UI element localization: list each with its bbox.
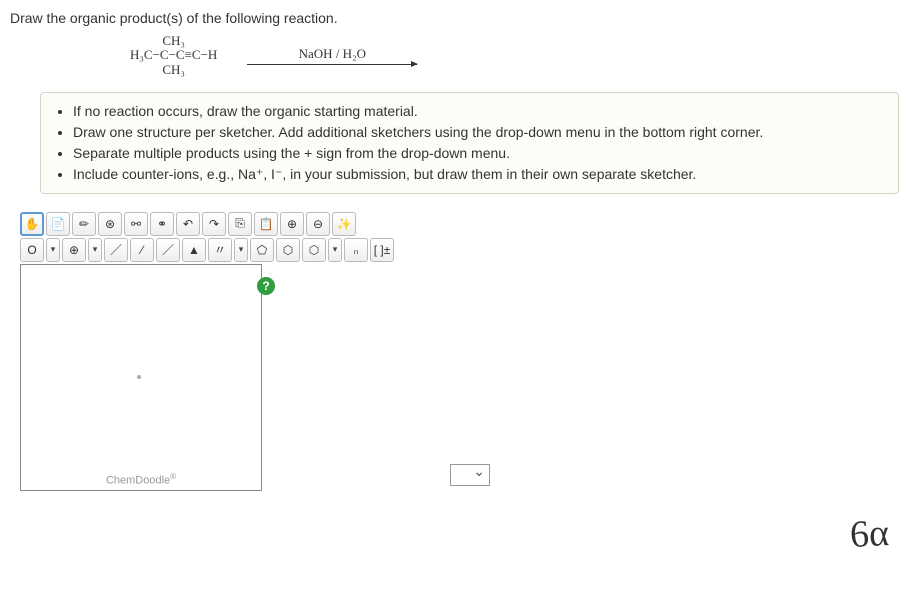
reaction-arrow: NaOH / H₂O — [247, 46, 417, 65]
element-dropdown[interactable] — [46, 238, 60, 262]
chain2-button[interactable]: ⚭ — [150, 212, 174, 236]
help-icon[interactable]: ? — [257, 277, 275, 295]
reactant-structure: CH₃ H₃C−C−C≡C−H CH₃ — [130, 34, 217, 77]
redo-button[interactable]: ↷ — [202, 212, 226, 236]
bracket-charge-button[interactable]: [ ]± — [370, 238, 394, 262]
hash-bond-button[interactable]: ▲ — [182, 238, 206, 262]
reaction-scheme: CH₃ H₃C−C−C≡C−H CH₃ NaOH / H₂O — [130, 34, 909, 77]
reactant-top: CH₃ — [130, 34, 217, 48]
cleanup-button[interactable]: ✨ — [332, 212, 356, 236]
bond-dropdown[interactable] — [234, 238, 248, 262]
ring6-button[interactable]: ⬡ — [276, 238, 300, 262]
hand-tool-button[interactable]: ✋ — [20, 212, 44, 236]
erase-tool-button[interactable]: ✏ — [72, 212, 96, 236]
ring-sat-button[interactable]: ⬡ — [302, 238, 326, 262]
charge-dropdown[interactable] — [88, 238, 102, 262]
instruction-item: Draw one structure per sketcher. Add add… — [73, 122, 884, 143]
paste-button[interactable]: 📋 — [254, 212, 278, 236]
lasso-tool-button[interactable]: 📄 — [46, 212, 70, 236]
plus-charge-button[interactable]: ⊕ — [62, 238, 86, 262]
zoom-in-button[interactable]: ⊕ — [280, 212, 304, 236]
reagent-label: NaOH / H₂O — [247, 46, 417, 62]
instruction-item: Separate multiple products using the + s… — [73, 143, 884, 164]
sketcher-canvas[interactable]: ? ChemDoodle® — [20, 264, 262, 491]
handwritten-annotation: 6α — [849, 511, 890, 557]
single-bond-button[interactable]: ／ — [104, 238, 128, 262]
ring5-button[interactable]: ⬠ — [250, 238, 274, 262]
wedge-bond-button[interactable]: ／ — [156, 238, 180, 262]
atom-tool-button[interactable]: ⊛ — [98, 212, 122, 236]
reactant-mid: H₃C−C−C≡C−H — [130, 48, 217, 62]
reactant-bot: CH₃ — [130, 63, 217, 77]
instruction-item: If no reaction occurs, draw the organic … — [73, 101, 884, 122]
add-sketcher-dropdown[interactable] — [450, 464, 490, 486]
element-o-button[interactable]: O — [20, 238, 44, 262]
toolbar-row-1: ✋ 📄 ✏ ⊛ ⚯ ⚭ ↶ ↷ ⎘ 📋 ⊕ ⊖ ✨ — [20, 212, 490, 236]
instruction-item: Include counter-ions, e.g., Na⁺, I⁻, in … — [73, 164, 884, 185]
toolbar-row-2: O ⊕ ／ ⁄ ／ ▲ 〃 ⬠ ⬡ ⬡ ₙ [ ]± — [20, 238, 490, 262]
instructions-box: If no reaction occurs, draw the organic … — [40, 92, 899, 194]
ring-dropdown[interactable] — [328, 238, 342, 262]
chemdoodle-brand-label: ChemDoodle® — [21, 472, 261, 487]
sketcher-area: ✋ 📄 ✏ ⊛ ⚯ ⚭ ↶ ↷ ⎘ 📋 ⊕ ⊖ ✨ O ⊕ ／ ⁄ ／ ▲ 〃 … — [20, 212, 490, 491]
copy-button[interactable]: ⎘ — [228, 212, 252, 236]
dashed-bond-button[interactable]: ⁄ — [130, 238, 154, 262]
undo-button[interactable]: ↶ — [176, 212, 200, 236]
zoom-out-button[interactable]: ⊖ — [306, 212, 330, 236]
canvas-start-atom[interactable] — [137, 375, 141, 379]
chain1-button[interactable]: ⚯ — [124, 212, 148, 236]
question-prompt: Draw the organic product(s) of the follo… — [10, 10, 909, 26]
arrow-line — [247, 64, 417, 65]
subscript-button[interactable]: ₙ — [344, 238, 368, 262]
wavy-bond-button[interactable]: 〃 — [208, 238, 232, 262]
